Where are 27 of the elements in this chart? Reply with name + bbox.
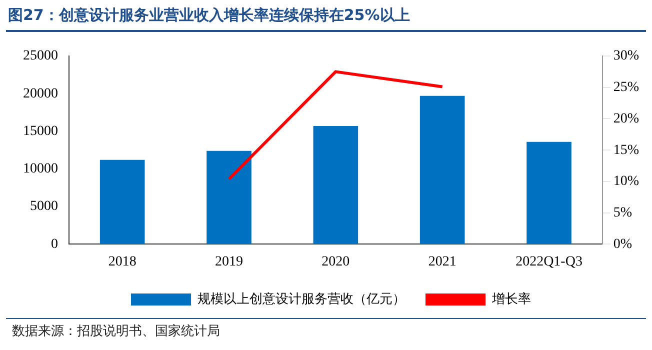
y-tick-label: 15000: [23, 124, 58, 139]
bar: [526, 142, 572, 244]
y2-tick-label: 30%: [613, 48, 640, 64]
legend-label: 增长率: [491, 290, 531, 307]
bar: [100, 160, 145, 244]
bar: [420, 96, 465, 244]
y2-tick-label: 25%: [613, 80, 640, 96]
y-tick-label: 0: [51, 236, 58, 252]
x-tick-label: 2019: [215, 254, 243, 270]
bar: [313, 126, 358, 244]
y-tick-label: 10000: [23, 162, 58, 177]
bar: [206, 150, 252, 244]
y-tick-label: 20000: [23, 86, 58, 102]
legend-label: 规模以上创意设计服务营收（亿元）: [198, 292, 406, 307]
y-tick-label: 25000: [23, 48, 58, 64]
y2-tick-label: 5%: [613, 206, 632, 221]
x-tick-label: 2018: [108, 254, 136, 270]
source-note: 数据来源：招股说明书、国家统计局: [12, 323, 220, 340]
y-tick-label: 5000: [30, 199, 58, 214]
chart-title: 图27：创意设计服务业营业收入增长率连续保持在25%以上: [8, 6, 410, 25]
y2-tick-label: 20%: [613, 111, 640, 126]
y2-tick-label: 10%: [613, 174, 640, 190]
x-tick-label: 2021: [428, 254, 456, 270]
x-tick-label: 2020: [322, 254, 350, 270]
x-tick-label: 2022Q1-Q3: [516, 254, 582, 270]
y2-tick-label: 0%: [613, 236, 632, 252]
y2-tick-label: 15%: [613, 142, 640, 158]
